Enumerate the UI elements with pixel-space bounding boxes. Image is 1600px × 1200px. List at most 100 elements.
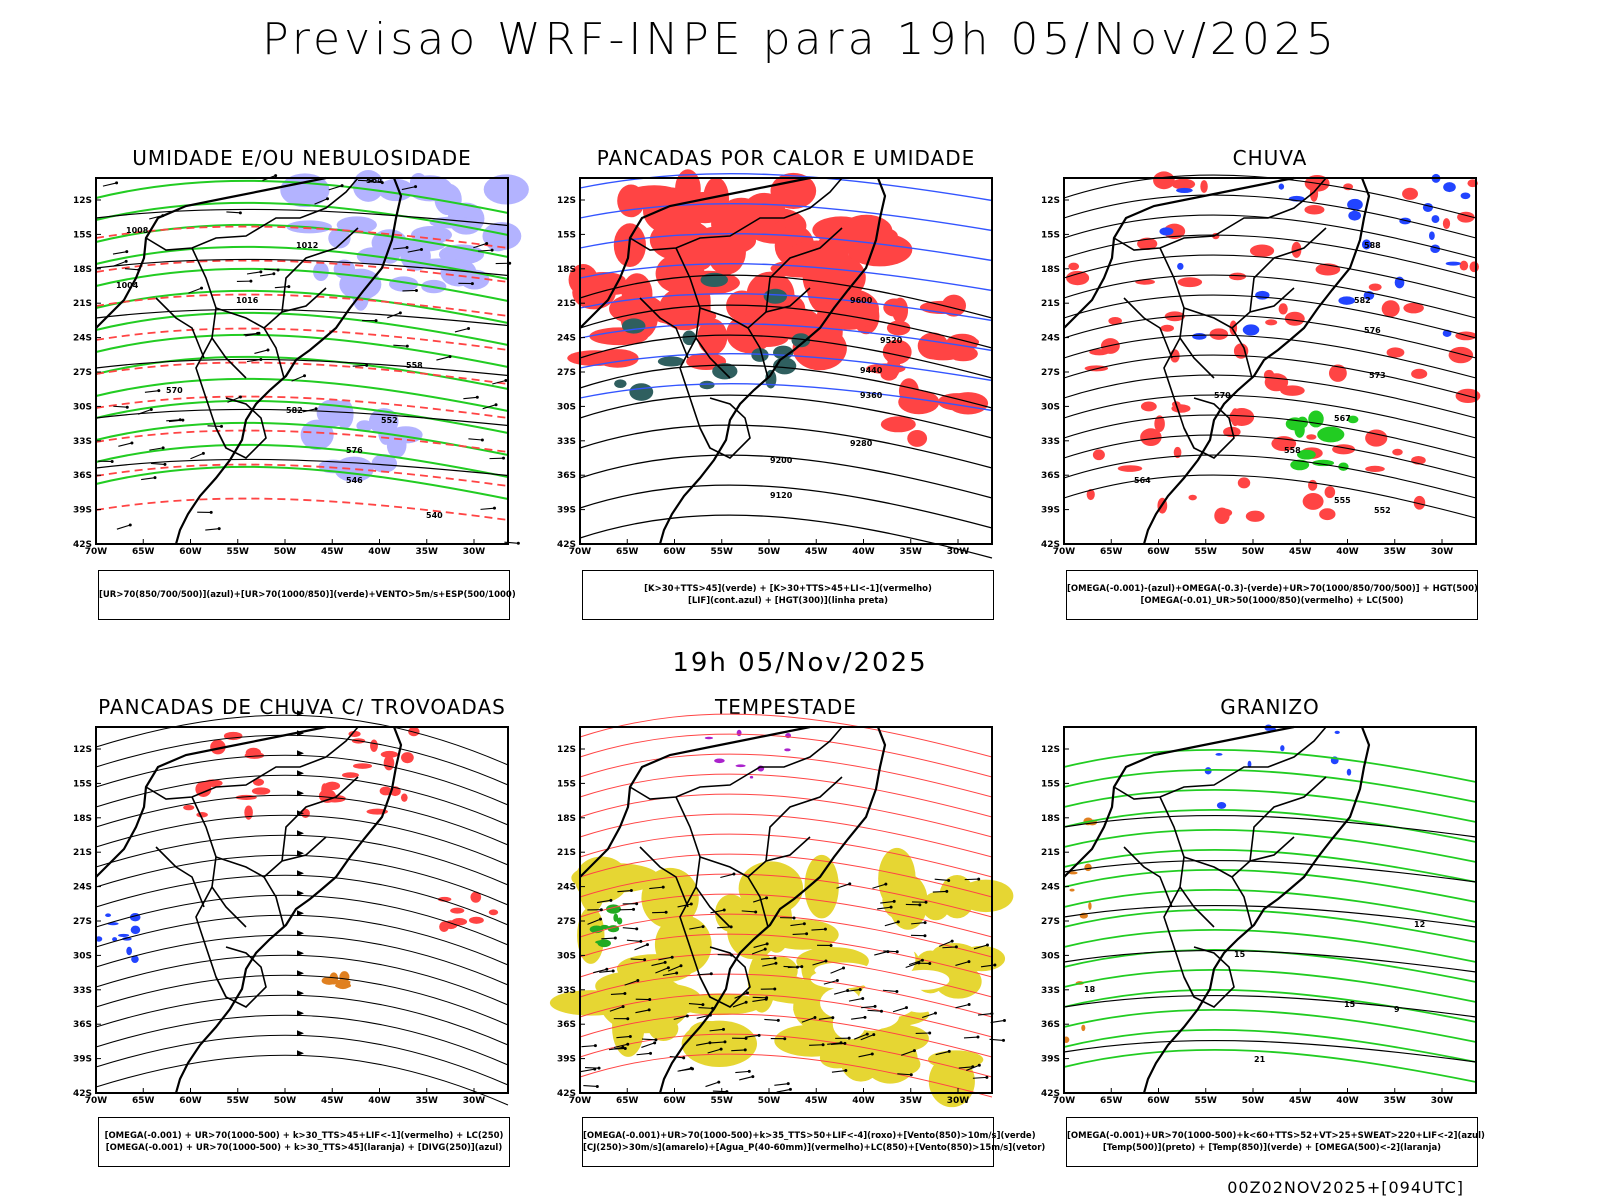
streamline-arrow <box>297 930 304 937</box>
legend-line: [Temp(500)](preto) + [Temp(850)](verde) … <box>1102 1143 1442 1153</box>
middle-time-label: 19h 05/Nov/2025 <box>672 648 928 678</box>
country-border <box>765 776 843 862</box>
lon-tick-label: 35W <box>900 1096 923 1106</box>
wind-vector-head <box>605 967 609 971</box>
map-pancadas-calor: 9600 9520 9440 9360 9280 9200 9120 12S 15S 18S 21S… <box>557 169 993 559</box>
wind-vector-head <box>502 456 506 460</box>
wind-vector <box>836 883 850 889</box>
wind-vector <box>911 922 926 925</box>
wind-vector <box>166 419 181 422</box>
contour-line <box>579 292 993 322</box>
contour-label: 1012 <box>296 241 318 250</box>
wind-vector <box>401 186 416 191</box>
wind-vector <box>593 968 607 974</box>
shade-blob <box>721 197 761 224</box>
wind-vector <box>830 1042 845 1046</box>
wind-vector-head <box>945 889 949 893</box>
contour-label: 582 <box>286 406 303 415</box>
wind-vector-head <box>635 927 639 931</box>
shade-blob <box>736 729 742 737</box>
shade-blob <box>1215 753 1223 756</box>
wind-vector-head <box>823 927 827 931</box>
lat-tick-label: 36S <box>1041 1020 1060 1030</box>
wind-vector <box>874 951 888 956</box>
country-border <box>699 946 751 1008</box>
shade-blob <box>1381 300 1400 318</box>
wind-vector-head <box>917 961 921 965</box>
contour-line <box>579 753 993 798</box>
lon-tick-label: 45W <box>805 1096 828 1106</box>
shade-blob <box>1176 187 1193 193</box>
wind-vector-head <box>128 523 132 527</box>
streamline-arrow <box>297 850 304 857</box>
legend-line: [OMEGA(-0.001)-(azul)+OMEGA(-0.3)-(verde… <box>1067 584 1478 594</box>
contour-line <box>579 933 993 978</box>
lat-tick-label: 27S <box>1041 368 1060 378</box>
shade-blob <box>401 752 414 764</box>
lon-tick-label: 60W <box>179 547 202 557</box>
country-border <box>1159 796 1215 928</box>
legend-chuva: [OMEGA(-0.001)-(azul)+OMEGA(-0.3)-(verde… <box>1066 570 1478 620</box>
wind-vector <box>689 926 704 930</box>
contour-line <box>579 773 993 818</box>
shade-blob <box>735 764 746 768</box>
shade-blob <box>770 172 817 209</box>
shade-blob <box>1459 260 1469 271</box>
lat-tick-label: 33S <box>73 986 92 996</box>
shade-blob <box>572 275 616 310</box>
contour-label: 567 <box>1334 414 1351 423</box>
wind-vector-head <box>405 344 409 348</box>
lon-tick-label: 45W <box>321 547 344 557</box>
wind-vector <box>677 903 692 908</box>
wind-vector <box>732 1001 747 1008</box>
contour-line <box>1063 1028 1477 1063</box>
lat-tick-label: 30S <box>73 951 92 961</box>
wind-vector <box>314 198 328 205</box>
streamline <box>95 714 509 766</box>
shade-blob <box>907 429 928 447</box>
wind-vector <box>858 1053 873 1058</box>
lon-tick-label: 35W <box>1384 547 1407 557</box>
contour-label: 15 <box>1344 1000 1356 1009</box>
lon-tick-label: 40W <box>368 1096 391 1106</box>
wind-vector-head <box>701 925 705 929</box>
wind-vector-head <box>722 1027 726 1031</box>
wind-vector <box>626 939 641 942</box>
contour-line <box>95 201 509 236</box>
wind-vector-head <box>892 899 896 903</box>
country-border <box>1183 397 1235 459</box>
wind-vector-head <box>709 972 713 976</box>
panel-title-granizo: GRANIZO <box>1220 695 1320 719</box>
country-border <box>191 247 247 379</box>
wind-vector-head <box>967 960 971 964</box>
shade-blob <box>682 330 696 346</box>
legend-line: [LIF](cont.azul) + [HGT(300)](linha pret… <box>687 596 889 606</box>
lat-tick-label: 30S <box>1041 951 1060 961</box>
wind-vector <box>601 937 616 940</box>
shade-blob <box>1365 429 1388 447</box>
contour-line <box>579 172 993 202</box>
contour-label: 9120 <box>770 491 793 500</box>
lat-tick-label: 27S <box>557 368 576 378</box>
shade-blob <box>370 739 378 752</box>
shade-blob <box>1229 272 1247 281</box>
wind-vector <box>934 878 949 882</box>
wind-vector <box>831 1069 846 1073</box>
shade-blob <box>400 793 408 802</box>
rain-blue <box>1159 173 1471 340</box>
shade-blob <box>407 175 453 202</box>
shade-blob <box>1249 244 1275 258</box>
lat-tick-label: 24S <box>1041 334 1060 344</box>
wind-vector <box>698 1007 713 1009</box>
wind-vector <box>636 1052 651 1056</box>
thunderstorm-red <box>437 891 499 933</box>
contour-line <box>1063 354 1477 399</box>
wind-vector <box>118 442 133 447</box>
lon-tick-label: 35W <box>900 547 923 557</box>
shade-blob <box>389 276 419 292</box>
thunderstorm-orange <box>321 971 352 990</box>
contour-label: 570 <box>1214 391 1231 400</box>
contour-line <box>579 364 993 409</box>
wind-vector <box>688 1002 703 1006</box>
